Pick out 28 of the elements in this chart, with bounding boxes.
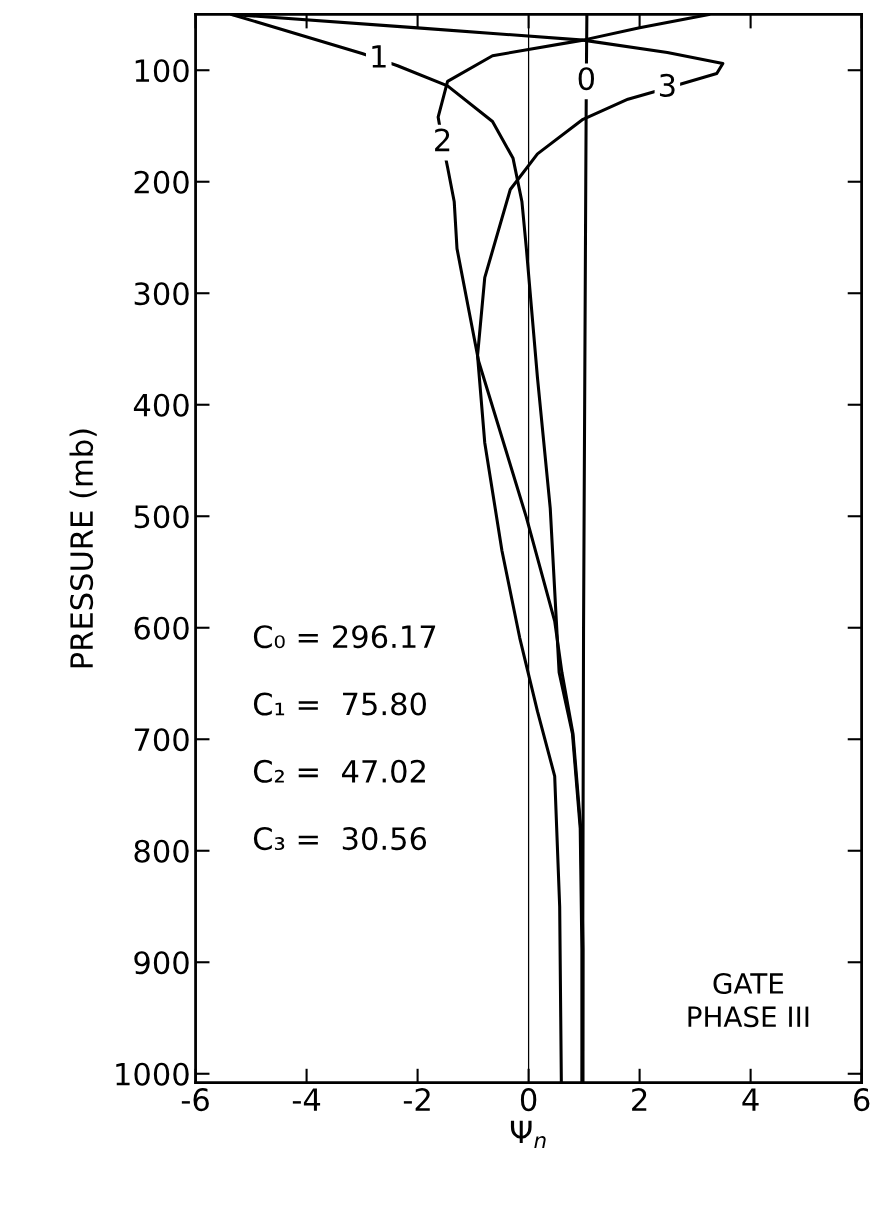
x-tick-label: -2	[403, 1088, 430, 1111]
annotation: C₀ = 296.17	[253, 625, 436, 649]
y-tick-label: 100	[135, 59, 189, 83]
x-tick-label: 2	[632, 1088, 647, 1111]
y-tick-label: 200	[134, 170, 189, 194]
y-tick-label: 300	[134, 282, 189, 306]
y-tick-label: 700	[134, 728, 189, 752]
y-tick-label: 900	[134, 951, 189, 975]
y-tick-label: 400	[133, 393, 189, 417]
x-tick-label: -6	[181, 1088, 209, 1112]
annotation: GATE PHASE III	[688, 973, 809, 1028]
series-label: 2	[435, 128, 450, 152]
annotation: C₂ = 47.02	[253, 759, 425, 783]
y-axis-title: PRESSURE (mb)	[69, 429, 97, 668]
y-tick-label: 1000	[116, 1062, 189, 1086]
x-tick-label: -4	[292, 1088, 321, 1111]
x-tick-label: 4	[742, 1088, 759, 1111]
series-label: 3	[659, 73, 675, 97]
annotation: C₃ = 30.56	[253, 827, 427, 851]
x-tick-label: 0	[520, 1088, 537, 1112]
x-tick-label: 6	[854, 1088, 870, 1112]
y-tick-label: 600	[134, 616, 189, 640]
annotation: C₁ = 75.80	[253, 692, 426, 716]
x-axis-title: Ψ$_{n}$	[510, 1120, 546, 1149]
series-label: 0	[578, 67, 595, 91]
y-tick-label: 800	[134, 839, 189, 863]
series-label: 1	[372, 45, 386, 68]
y-tick-label: 500	[134, 505, 189, 529]
